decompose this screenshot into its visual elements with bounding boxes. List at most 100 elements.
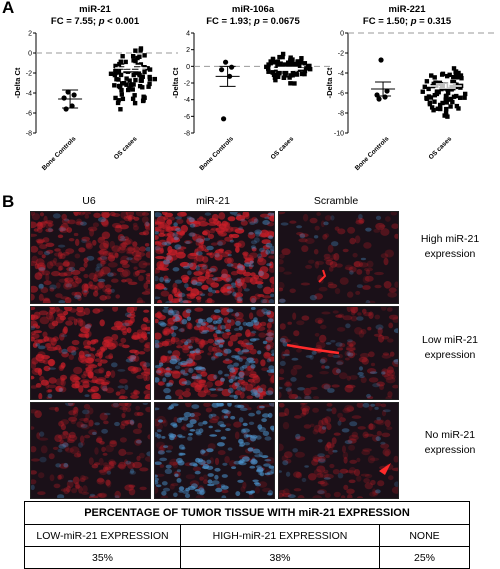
data-point bbox=[132, 93, 137, 98]
data-point bbox=[113, 68, 118, 74]
micrograph-low-scramble bbox=[278, 306, 399, 400]
data-point bbox=[290, 70, 296, 76]
plot-title: miR-221 bbox=[388, 4, 426, 15]
data-point bbox=[116, 70, 122, 75]
data-point bbox=[436, 90, 441, 95]
data-point bbox=[443, 94, 449, 99]
category-label: OS cases bbox=[270, 135, 296, 161]
group-0: Bone Controls bbox=[354, 57, 396, 172]
data-point bbox=[113, 95, 118, 101]
data-point bbox=[221, 116, 227, 122]
data-point bbox=[120, 54, 125, 59]
table-header-none: NONE bbox=[379, 524, 470, 547]
data-point bbox=[270, 70, 276, 75]
y-tick-label: -8 bbox=[184, 131, 190, 138]
data-point bbox=[133, 77, 138, 83]
data-point bbox=[123, 59, 128, 65]
table-value-high: 38% bbox=[180, 546, 380, 569]
data-point bbox=[130, 53, 136, 59]
data-point bbox=[265, 66, 271, 71]
data-point bbox=[302, 71, 307, 77]
data-point bbox=[302, 61, 308, 66]
data-point bbox=[219, 67, 225, 73]
data-point bbox=[278, 61, 283, 66]
data-point bbox=[275, 59, 281, 64]
data-point bbox=[290, 57, 295, 62]
data-point bbox=[441, 82, 446, 88]
group-0: Bone Controls bbox=[41, 89, 83, 172]
data-point bbox=[71, 92, 77, 98]
data-point bbox=[429, 105, 435, 110]
percentage-table: PERCENTAGE OF TUMOR TISSUE WITH miR-21 E… bbox=[24, 501, 470, 569]
data-point bbox=[147, 74, 152, 80]
data-point bbox=[112, 83, 117, 88]
data-point bbox=[307, 63, 312, 69]
data-point bbox=[63, 106, 69, 112]
data-point bbox=[443, 110, 449, 116]
data-point bbox=[435, 106, 440, 111]
y-tick-label: 2 bbox=[186, 47, 190, 54]
data-point bbox=[457, 95, 463, 100]
data-point bbox=[438, 106, 443, 112]
data-point bbox=[287, 61, 293, 67]
data-point bbox=[451, 94, 457, 99]
data-point bbox=[299, 71, 305, 77]
data-point bbox=[119, 87, 124, 93]
plot-subtitle: FC = 1.50; p = 0.315 bbox=[362, 16, 452, 27]
y-axis-label: -Delta Ct bbox=[13, 67, 22, 98]
data-point bbox=[128, 82, 134, 88]
plot-title-mir21: miR-21 FC = 7.55; p < 0.001 bbox=[30, 4, 160, 28]
data-point bbox=[451, 74, 456, 80]
category-label: OS cases bbox=[428, 135, 454, 161]
data-point bbox=[424, 96, 430, 102]
data-point bbox=[119, 92, 124, 97]
data-point bbox=[437, 80, 443, 86]
data-point bbox=[135, 55, 140, 61]
data-point bbox=[130, 87, 135, 92]
data-point bbox=[420, 89, 425, 94]
data-point bbox=[287, 75, 292, 80]
plot-subtitle: FC = 1.93; p = 0.0675 bbox=[206, 16, 300, 27]
panel-a-label: A bbox=[2, 0, 15, 17]
data-point bbox=[142, 69, 147, 75]
data-point bbox=[432, 99, 437, 104]
data-point bbox=[118, 72, 124, 78]
data-point bbox=[439, 72, 445, 77]
micrograph-grid bbox=[30, 211, 400, 499]
data-point bbox=[138, 62, 144, 67]
group-1: OS cases bbox=[420, 66, 468, 161]
data-point bbox=[426, 94, 432, 99]
data-point bbox=[130, 96, 136, 101]
data-point bbox=[453, 84, 459, 90]
column-header-u6: U6 bbox=[82, 195, 96, 207]
data-point bbox=[282, 69, 287, 75]
data-point bbox=[116, 98, 121, 103]
data-point bbox=[378, 57, 384, 63]
data-point bbox=[297, 67, 302, 72]
plot-title-mir221: miR-221 FC = 1.50; p = 0.315 bbox=[342, 4, 472, 28]
data-point bbox=[223, 59, 229, 65]
y-axis-label: -Delta Ct bbox=[171, 67, 180, 98]
scatter-plot-2: 0 -2 -4 -6 -8 -10 -Delta Ct Bone Controls OS cas… bbox=[325, 31, 494, 172]
data-point bbox=[290, 73, 295, 78]
y-tick-label: -2 bbox=[26, 71, 32, 78]
y-tick-label: -6 bbox=[26, 111, 32, 118]
category-label: OS cases bbox=[113, 135, 139, 161]
y-tick-label: -8 bbox=[338, 111, 344, 118]
y-tick-label: -2 bbox=[184, 81, 190, 88]
data-point bbox=[440, 100, 445, 106]
row-label-none: No miR-21 expression bbox=[424, 429, 476, 456]
data-point bbox=[275, 72, 281, 77]
table-header-high: HIGH-miR-21 EXPRESSION bbox=[180, 524, 380, 547]
data-point bbox=[275, 74, 281, 80]
y-tick-label: -4 bbox=[184, 97, 190, 104]
plot-title: miR-106a bbox=[231, 4, 275, 15]
data-point bbox=[137, 83, 143, 89]
data-point bbox=[141, 97, 146, 103]
data-point bbox=[152, 76, 158, 82]
data-point bbox=[426, 86, 431, 92]
data-point bbox=[138, 46, 144, 51]
data-point bbox=[266, 62, 271, 67]
data-point bbox=[142, 53, 147, 58]
data-point bbox=[434, 80, 439, 86]
